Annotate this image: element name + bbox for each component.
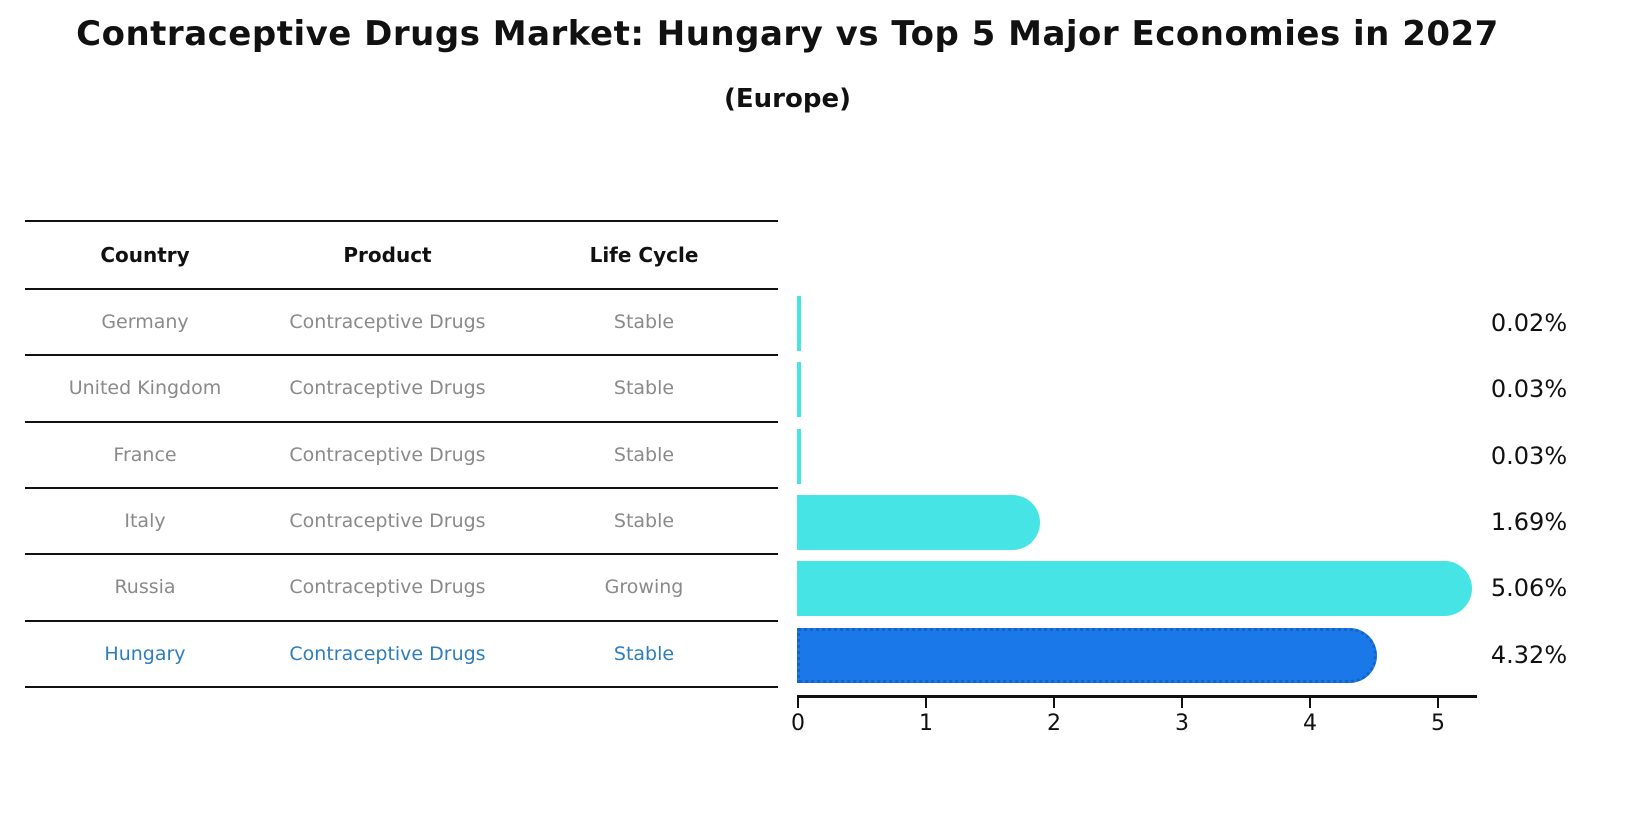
bar-row xyxy=(797,555,1497,621)
x-tick-label: 4 xyxy=(1303,711,1317,736)
col-header-life-cycle: Life Cycle xyxy=(589,243,699,267)
value-label-germany: 0.02% xyxy=(1490,309,1568,338)
cell-life-cycle: Stable xyxy=(613,642,675,665)
cell-country: Russia xyxy=(114,576,176,599)
x-tick-label: 3 xyxy=(1175,711,1189,736)
bar-hungary xyxy=(797,627,1377,683)
bar-row xyxy=(797,423,1497,489)
x-tick-label: 1 xyxy=(919,711,933,736)
cell-country: United Kingdom xyxy=(68,377,222,400)
value-label-hungary: 4.32% xyxy=(1490,640,1568,669)
x-tick xyxy=(1437,697,1439,708)
bar-united-kingdom xyxy=(797,362,801,418)
x-tick xyxy=(1053,697,1055,708)
bar-row xyxy=(797,356,1497,422)
x-tick-label: 5 xyxy=(1431,711,1445,736)
cell-life-cycle: Stable xyxy=(613,311,675,334)
chart-header: Contraceptive Drugs Market: Hungary vs T… xyxy=(0,0,1575,114)
table-row-italy: Italy Contraceptive Drugs Stable xyxy=(25,489,778,556)
value-label-italy: 1.69% xyxy=(1490,508,1568,537)
x-tick-label: 2 xyxy=(1047,711,1061,736)
table-row-hungary: Hungary Contraceptive Drugs Stable xyxy=(25,622,778,688)
table-row-germany: Germany Contraceptive Drugs Stable xyxy=(25,290,778,357)
page-title: Contraceptive Drugs Market: Hungary vs T… xyxy=(76,14,1499,54)
table-row-united-kingdom: United Kingdom Contraceptive Drugs Stabl… xyxy=(25,356,778,423)
x-tick xyxy=(1309,697,1311,708)
col-header-product: Product xyxy=(343,243,432,267)
bar-row xyxy=(797,290,1497,356)
cell-country: France xyxy=(113,443,177,466)
value-labels: 0.02% 0.03% 0.03% 1.69% 5.06% 4.32% xyxy=(1481,290,1577,688)
cell-product: Contraceptive Drugs xyxy=(289,510,486,533)
cell-life-cycle: Stable xyxy=(613,377,675,400)
page-subtitle: (Europe) xyxy=(724,84,851,114)
x-axis-line xyxy=(797,695,1477,698)
value-label-russia: 5.06% xyxy=(1490,574,1568,603)
x-tick xyxy=(797,697,799,708)
bar-row xyxy=(797,622,1497,688)
cell-country: Germany xyxy=(101,311,189,334)
table-header-row: Country Product Life Cycle xyxy=(25,220,778,290)
x-tick-label: 0 xyxy=(791,711,805,736)
cell-product: Contraceptive Drugs xyxy=(289,642,486,665)
value-label-france: 0.03% xyxy=(1490,441,1568,470)
cell-product: Contraceptive Drugs xyxy=(289,311,486,334)
cell-life-cycle: Stable xyxy=(613,443,675,466)
col-header-country: Country xyxy=(100,243,190,267)
x-tick xyxy=(1181,697,1183,708)
bar-italy xyxy=(797,494,1041,550)
cell-country: Hungary xyxy=(104,642,186,665)
value-label-united-kingdom: 0.03% xyxy=(1490,375,1568,404)
cell-product: Contraceptive Drugs xyxy=(289,576,486,599)
cell-life-cycle: Growing xyxy=(604,576,684,599)
x-tick xyxy=(925,697,927,708)
bar-row xyxy=(797,489,1497,555)
bar-germany xyxy=(797,296,801,351)
country-table: Country Product Life Cycle Germany Contr… xyxy=(25,220,778,688)
table-row-russia: Russia Contraceptive Drugs Growing xyxy=(25,555,778,622)
bar-france xyxy=(797,428,801,484)
cell-country: Italy xyxy=(124,510,166,533)
cell-product: Contraceptive Drugs xyxy=(289,443,486,466)
bar-chart xyxy=(797,290,1497,688)
table-row-france: France Contraceptive Drugs Stable xyxy=(25,423,778,489)
cell-life-cycle: Stable xyxy=(613,510,675,533)
cell-product: Contraceptive Drugs xyxy=(289,377,486,400)
bar-russia xyxy=(797,561,1472,617)
